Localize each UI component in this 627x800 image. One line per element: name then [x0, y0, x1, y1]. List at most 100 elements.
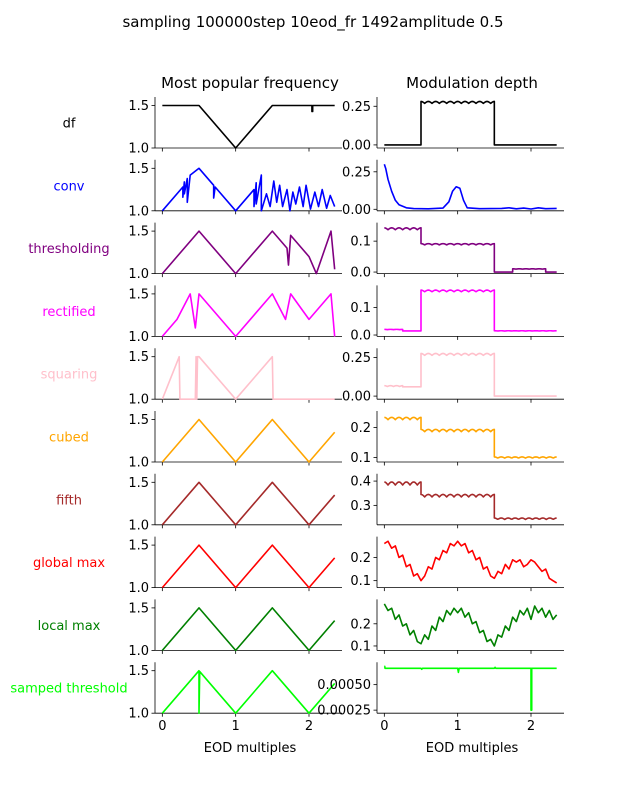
y-tick-label: 0.2 — [350, 421, 371, 436]
panel-squaring-right: 0.00 0.25 — [342, 348, 564, 405]
panel-conv-left: 1.0 1.5 — [128, 159, 342, 219]
x-tick-label: 1 — [232, 719, 240, 734]
row-label-squaring: squaring — [41, 368, 98, 383]
y-tick-label: 1.5 — [128, 350, 149, 365]
series-line-rectified-right — [383, 289, 557, 332]
y-tick-label: 0.25 — [342, 100, 371, 115]
row-label-samped-threshold: samped threshold — [10, 682, 127, 697]
y-tick-label: 0.0 — [350, 266, 371, 281]
y-tick-label: 1.0 — [128, 518, 149, 533]
series-line-rectified-left — [161, 293, 336, 338]
y-tick-label: 0.00050 — [317, 678, 371, 693]
row-label-fifth: fifth — [56, 493, 82, 508]
row-label-thresholding: thresholding — [28, 242, 109, 257]
y-tick-label: 1.0 — [128, 707, 149, 722]
series-line-thresholding-left — [161, 230, 336, 275]
y-tick-label: 0.1 — [350, 639, 371, 654]
panel-thresholding-right: 0.0 0.1 — [350, 222, 564, 281]
panel-local-max-left: 1.0 1.5 — [128, 599, 342, 659]
series-line-df-left — [162, 104, 335, 149]
x-tick-label: 1 — [454, 719, 462, 734]
panel-rectified-right: 0.0 0.1 — [350, 285, 564, 344]
figure-suptitle: sampling 100000step 10eod_fr 1492amplitu… — [122, 13, 503, 32]
right-column-title: Modulation depth — [406, 74, 538, 92]
panels: df1.01.50.000.25conv1.01.50.000.25thresh… — [10, 97, 564, 734]
series-line-df-right — [384, 100, 557, 146]
series-line-global-max-left — [161, 544, 336, 589]
y-tick-label: 0.3 — [350, 499, 371, 514]
series-line-local-max-left — [161, 607, 336, 652]
panel-fifth-right: 0.3 0.4 — [350, 473, 564, 529]
y-tick-label: 1.5 — [128, 539, 149, 554]
panel-global-max-right: 0.1 0.2 — [350, 536, 564, 592]
row-label-df: df — [63, 117, 76, 132]
row-label-cubed: cubed — [49, 431, 89, 446]
y-tick-label: 1.0 — [128, 393, 149, 408]
y-tick-label: 0.0 — [350, 329, 371, 344]
y-tick-label: 1.5 — [128, 99, 149, 114]
y-tick-label: 1.5 — [128, 287, 149, 302]
series-line-cubed-right — [384, 416, 557, 459]
x-tick-label: 0 — [158, 719, 166, 734]
panel-samped-threshold-left: 1.0 1.5 0 1 2 — [128, 662, 342, 734]
y-tick-label: 1.0 — [128, 456, 149, 471]
series-line-local-max-right — [383, 603, 558, 647]
y-tick-label: 0.2 — [350, 617, 371, 632]
y-tick-label: 0.00 — [342, 138, 371, 153]
y-tick-label: 1.0 — [128, 142, 149, 157]
y-tick-label: 0.00 — [342, 390, 371, 405]
y-tick-label: 0.1 — [350, 301, 371, 316]
series-line-samped-threshold-left — [161, 669, 336, 714]
y-tick-label: 1.0 — [128, 581, 149, 596]
series-line-fifth-left — [161, 481, 336, 526]
y-tick-label: 1.0 — [128, 330, 149, 345]
panel-rectified-left: 1.0 1.5 — [128, 285, 342, 345]
series-line-cubed-left — [161, 418, 336, 463]
y-tick-label: 0.00025 — [317, 704, 371, 719]
x-tick-label: 0 — [380, 719, 388, 734]
right-x-axis-label: EOD multiples — [426, 741, 519, 756]
panel-squaring-left: 1.0 1.5 — [128, 348, 342, 408]
x-tick-label: 2 — [527, 719, 535, 734]
series-line-fifth-right — [384, 481, 557, 521]
series-line-squaring-left — [161, 355, 335, 400]
y-tick-label: 0.2 — [350, 551, 371, 566]
left-x-axis-label: EOD multiples — [204, 741, 297, 756]
y-tick-label: 1.5 — [128, 225, 149, 240]
y-tick-label: 1.5 — [128, 476, 149, 491]
panel-global-max-left: 1.0 1.5 — [128, 536, 342, 596]
y-tick-label: 1.5 — [128, 162, 149, 177]
y-tick-label: 1.5 — [128, 664, 149, 679]
y-tick-label: 0.25 — [342, 351, 371, 366]
series-line-conv-right — [383, 164, 557, 210]
series-line-global-max-right — [383, 540, 558, 584]
y-tick-label: 0.1 — [350, 451, 371, 466]
y-tick-label: 0.25 — [342, 165, 371, 180]
row-label-conv: conv — [53, 179, 84, 194]
y-tick-label: 0.4 — [350, 475, 371, 490]
panel-cubed-right: 0.1 0.2 — [350, 411, 564, 466]
y-tick-label: 1.0 — [128, 644, 149, 659]
panel-conv-right: 0.00 0.25 — [342, 159, 564, 218]
x-tick-label: 2 — [305, 719, 313, 734]
y-tick-label: 1.5 — [128, 601, 149, 616]
row-label-global-max: global max — [33, 556, 105, 571]
row-label-rectified: rectified — [42, 305, 95, 320]
series-line-squaring-right — [383, 352, 557, 397]
panel-samped-threshold-right: 0.00025 0.00050 0 1 2 — [317, 662, 564, 734]
panel-thresholding-left: 1.0 1.5 — [128, 222, 342, 282]
panel-local-max-right: 0.10.2 — [350, 599, 564, 654]
y-tick-label: 1.0 — [128, 204, 149, 219]
series-line-thresholding-right — [384, 227, 558, 273]
series-line-samped-threshold-right — [383, 665, 557, 711]
row-label-local-max: local max — [38, 619, 101, 634]
series-line-conv-left — [161, 167, 336, 212]
panel-cubed-left: 1.0 1.5 — [128, 411, 342, 471]
panel-df-right: 0.00 0.25 — [342, 97, 564, 153]
left-column-title: Most popular frequency — [161, 74, 339, 92]
y-tick-label: 1.5 — [128, 413, 149, 428]
panel-df-left: 1.0 1.5 — [128, 97, 342, 157]
y-tick-label: 0.00 — [342, 203, 371, 218]
y-tick-label: 0.1 — [350, 235, 371, 250]
